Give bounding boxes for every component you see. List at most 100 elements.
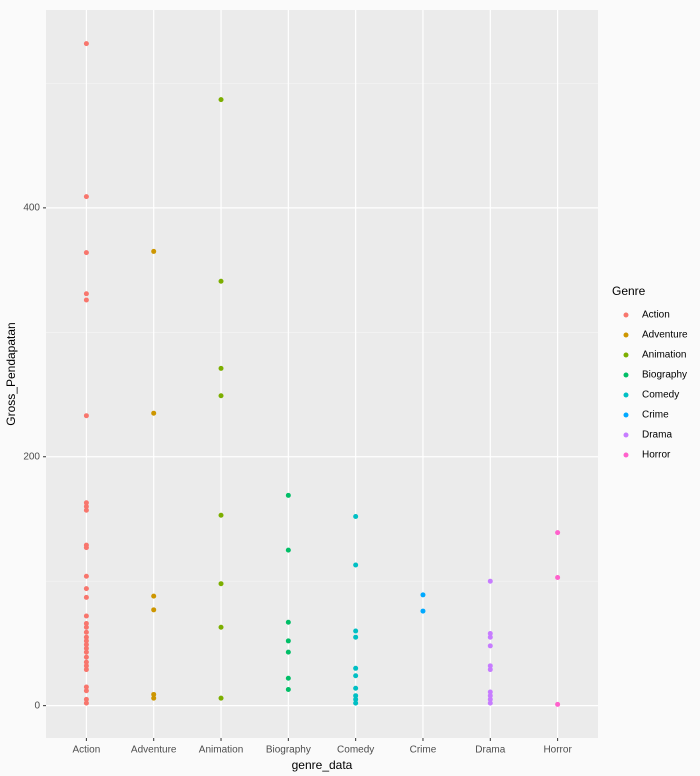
legend-label: Comedy bbox=[642, 390, 679, 401]
point bbox=[83, 573, 89, 579]
y-tick-label: 0 bbox=[34, 700, 40, 711]
point bbox=[151, 695, 157, 701]
legend-label: Animation bbox=[642, 350, 686, 361]
legend-key bbox=[623, 372, 629, 378]
legend-label: Drama bbox=[642, 430, 672, 441]
point bbox=[218, 278, 224, 284]
point bbox=[487, 667, 493, 673]
point bbox=[83, 297, 89, 303]
point bbox=[83, 613, 89, 619]
point bbox=[555, 530, 561, 536]
point bbox=[555, 701, 561, 707]
legend-title: Genre bbox=[612, 284, 646, 298]
y-tick-label: 400 bbox=[23, 203, 40, 214]
point bbox=[218, 624, 224, 630]
point bbox=[83, 700, 89, 706]
x-tick-label: Biography bbox=[266, 745, 311, 756]
point bbox=[353, 673, 359, 679]
point bbox=[218, 365, 224, 371]
x-axis-title: genre_data bbox=[292, 758, 353, 772]
point bbox=[83, 500, 89, 506]
point bbox=[83, 696, 89, 702]
point bbox=[353, 665, 359, 671]
point bbox=[487, 693, 493, 699]
point bbox=[151, 593, 157, 599]
point bbox=[285, 492, 291, 498]
point bbox=[83, 684, 89, 690]
point bbox=[151, 607, 157, 613]
point bbox=[83, 638, 89, 644]
point bbox=[151, 410, 157, 416]
point bbox=[487, 696, 493, 702]
point bbox=[353, 562, 359, 568]
point bbox=[83, 621, 89, 627]
legend-key bbox=[623, 352, 629, 358]
legend-label: Adventure bbox=[642, 330, 688, 341]
legend-key bbox=[623, 312, 629, 318]
point bbox=[420, 592, 426, 598]
point bbox=[353, 634, 359, 640]
point bbox=[353, 700, 359, 706]
x-tick-label: Crime bbox=[410, 745, 437, 756]
point bbox=[487, 689, 493, 695]
point bbox=[83, 250, 89, 256]
x-tick-label: Animation bbox=[199, 745, 243, 756]
point bbox=[285, 686, 291, 692]
point bbox=[83, 41, 89, 47]
point bbox=[83, 594, 89, 600]
point bbox=[83, 413, 89, 419]
point bbox=[83, 663, 89, 669]
point bbox=[151, 691, 157, 697]
legend-key bbox=[623, 452, 629, 458]
x-tick-label: Adventure bbox=[131, 745, 177, 756]
legend-label: Action bbox=[642, 310, 670, 321]
x-tick-label: Comedy bbox=[337, 745, 374, 756]
legend-key bbox=[623, 332, 629, 338]
point bbox=[83, 645, 89, 651]
point bbox=[555, 574, 561, 580]
point bbox=[487, 634, 493, 640]
point bbox=[83, 634, 89, 640]
point bbox=[83, 507, 89, 513]
point bbox=[83, 545, 89, 551]
point bbox=[83, 649, 89, 655]
point bbox=[420, 608, 426, 614]
point bbox=[83, 629, 89, 635]
point bbox=[83, 194, 89, 200]
point bbox=[353, 685, 359, 691]
x-tick-label: Action bbox=[72, 745, 100, 756]
point bbox=[487, 630, 493, 636]
point bbox=[83, 654, 89, 660]
point bbox=[83, 642, 89, 648]
point bbox=[285, 675, 291, 681]
point bbox=[83, 667, 89, 673]
legend-label: Crime bbox=[642, 410, 669, 421]
panel bbox=[46, 10, 598, 738]
x-tick-label: Horror bbox=[543, 745, 572, 756]
point bbox=[218, 581, 224, 587]
point bbox=[218, 393, 224, 399]
point bbox=[487, 700, 493, 706]
point bbox=[285, 619, 291, 625]
point bbox=[83, 291, 89, 297]
point bbox=[83, 659, 89, 665]
point bbox=[83, 688, 89, 694]
point bbox=[353, 628, 359, 634]
point bbox=[487, 578, 493, 584]
legend-label: Biography bbox=[642, 370, 687, 381]
point bbox=[151, 248, 157, 254]
point bbox=[218, 97, 224, 103]
legend-label: Horror bbox=[642, 450, 671, 461]
point bbox=[353, 513, 359, 519]
legend-key bbox=[623, 392, 629, 398]
y-axis-title: Gross_Pendapatan bbox=[4, 322, 18, 425]
legend-key bbox=[623, 432, 629, 438]
point bbox=[218, 512, 224, 518]
y-tick-label: 200 bbox=[23, 451, 40, 462]
legend-key bbox=[623, 412, 629, 418]
point bbox=[285, 638, 291, 644]
point bbox=[487, 643, 493, 649]
point bbox=[83, 624, 89, 630]
point bbox=[83, 504, 89, 510]
